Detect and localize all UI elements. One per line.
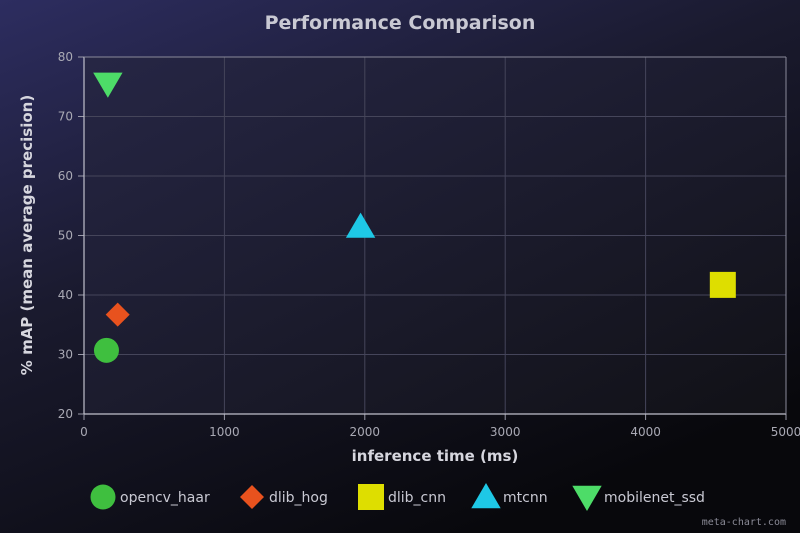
y-tick-label: 20 [58,407,73,421]
legend-marker-dlib-cnn [358,484,384,510]
y-tick-label: 50 [58,229,73,243]
legend-marker-opencv-haar [90,484,116,510]
legend-marker-mtcnn [471,483,501,509]
x-tick-label: 4000 [630,425,661,439]
y-tick-label: 80 [58,50,73,64]
legend-marker-dlib-hog [240,485,264,509]
x-tick-label: 1000 [209,425,240,439]
x-axis-label: inference time (ms) [352,447,519,465]
point-dlib-cnn [709,271,736,298]
x-tick-label: 0 [80,425,88,439]
axes: 0 1000 2000 3000 4000 5000 20 30 40 50 60 70 80 [58,50,800,439]
point-mobilenet-ssd [93,72,123,98]
legend-label: mtcnn [503,490,548,506]
legend: opencv_haar dlib_hog dlib_cnn mtcnn mobilene… [90,483,705,511]
watermark: meta-chart.com [702,517,786,528]
x-tick-label: 3000 [490,425,521,439]
legend-label: opencv_haar [120,490,210,506]
chart-title: Performance Comparison [265,12,536,34]
point-mtcnn [345,212,376,238]
x-tick-label: 5000 [771,425,800,439]
point-dlib-hog [105,302,130,327]
y-axis-label: % mAP (mean average precision) [18,95,36,375]
legend-label: dlib_hog [269,490,328,506]
legend-label: dlib_cnn [388,490,446,506]
y-tick-label: 40 [58,288,73,302]
y-tick-label: 30 [58,348,73,362]
data-points [93,72,736,363]
y-tick-label: 60 [58,169,73,183]
legend-marker-mobilenet-ssd [572,485,602,511]
point-opencv-haar [93,337,119,363]
x-tick-label: 2000 [350,425,381,439]
legend-label: mobilenet_ssd [604,490,705,506]
y-tick-label: 70 [58,110,73,124]
